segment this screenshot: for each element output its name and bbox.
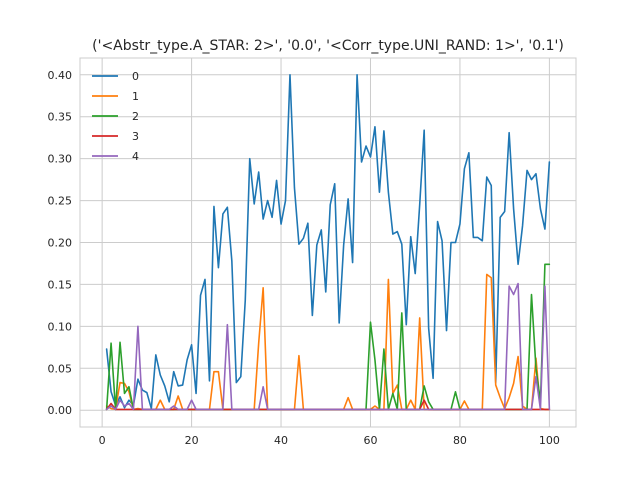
y-tick-label: 0.30: [48, 153, 73, 166]
legend-label-1: 1: [132, 90, 139, 103]
x-axis-ticks: 0 20 40 60 80 100: [99, 434, 560, 447]
y-tick-label: 0.35: [48, 111, 73, 124]
y-axis-ticks: 0.00 0.05 0.10 0.15 0.20 0.25 0.30 0.35 0.40: [48, 69, 73, 417]
y-tick-label: 0.00: [48, 404, 73, 417]
x-tick-label: 80: [453, 434, 467, 447]
series-lines: [105, 73, 551, 411]
y-tick-label: 0.05: [48, 362, 73, 375]
legend-label-4: 4: [132, 150, 139, 163]
grid: [80, 58, 576, 427]
y-tick-label: 0.20: [48, 237, 73, 250]
x-tick-label: 40: [274, 434, 288, 447]
chart-title: ('<Abstr_type.A_STAR: 2>', '0.0', '<Corr…: [92, 38, 564, 54]
y-tick-label: 0.25: [48, 195, 73, 208]
legend-label-0: 0: [132, 70, 139, 83]
legend-label-2: 2: [132, 110, 139, 123]
x-tick-label: 20: [185, 434, 199, 447]
legend-label-3: 3: [132, 130, 139, 143]
y-tick-label: 0.10: [48, 320, 73, 333]
plot-frame: [79, 57, 577, 428]
x-tick-label: 60: [363, 434, 377, 447]
series-line-0: [105, 73, 551, 410]
y-tick-label: 0.40: [48, 69, 73, 82]
legend: 0 1 2 3 4: [92, 70, 139, 163]
x-tick-label: 100: [539, 434, 560, 447]
series-line-4: [105, 282, 551, 411]
x-tick-label: 0: [99, 434, 106, 447]
y-tick-label: 0.15: [48, 278, 73, 291]
